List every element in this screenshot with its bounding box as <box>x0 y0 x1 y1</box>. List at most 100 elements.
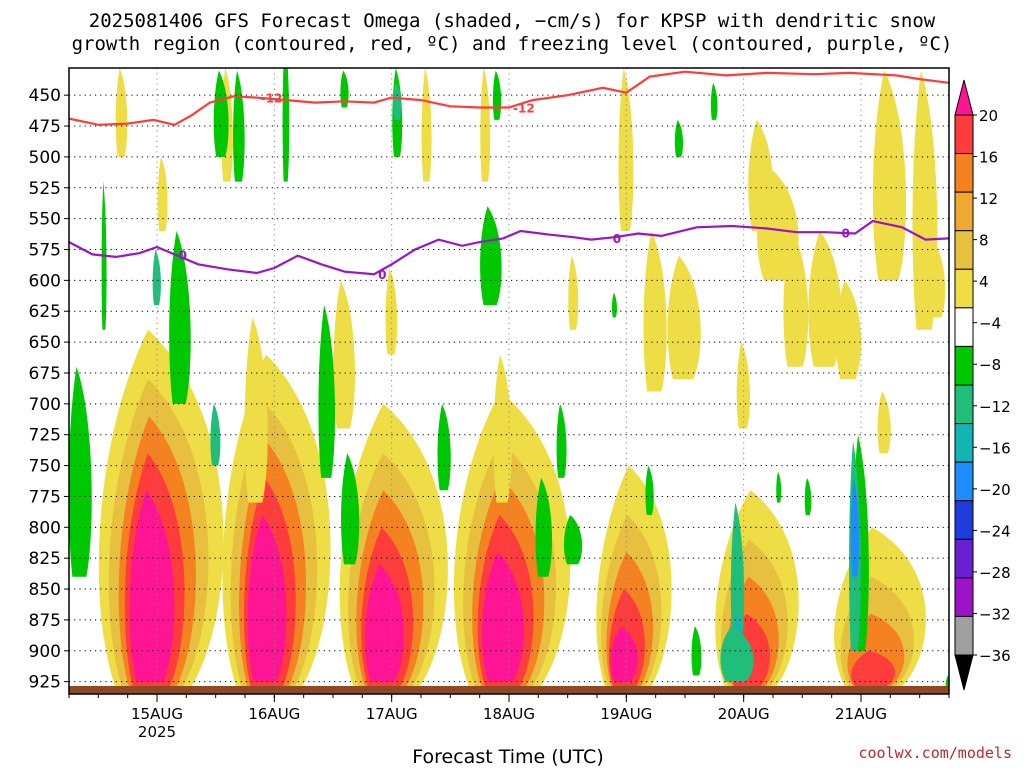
yellow-streak-16 <box>836 280 862 380</box>
freezing-level-contour <box>69 219 949 276</box>
y-tick-label-600: 600 <box>29 271 61 291</box>
y-tick-label-775: 775 <box>29 487 61 507</box>
colorbar-label--24: −24 <box>979 522 1011 540</box>
chart-title-line-2: growth region (contoured, red, ºC) and f… <box>71 33 953 55</box>
y-tick-label-875: 875 <box>29 611 61 631</box>
green-streak-10 <box>437 403 451 491</box>
green-streak-3 <box>213 70 229 157</box>
colorbar-bottom-arrow <box>954 654 974 691</box>
y-tick-label-475: 475 <box>29 117 61 137</box>
colorbar-label--4: −4 <box>979 315 1001 333</box>
colorbar-bin-7 <box>954 384 974 425</box>
contour-label-3: 0 <box>842 227 850 241</box>
colorbar-label-12: 12 <box>979 190 998 208</box>
y-tick-label-575: 575 <box>29 241 61 261</box>
y-tick-label-525: 525 <box>29 179 61 199</box>
yellow-streak-2 <box>244 317 268 503</box>
green-streak-0 <box>69 366 92 577</box>
y-tick-label-700: 700 <box>29 395 61 415</box>
yellow-streak-17 <box>872 70 907 281</box>
green-streak-2 <box>169 230 191 404</box>
omega-shading <box>69 68 949 694</box>
y-tick-label-900: 900 <box>29 642 61 662</box>
yellow-streak-7 <box>493 354 512 503</box>
plume-magenta-1 <box>247 514 287 682</box>
plume-red-6 <box>851 650 896 688</box>
yellow-streak-6 <box>480 68 491 182</box>
colorbar-bin-4 <box>954 268 974 309</box>
yellow-streak-8 <box>568 255 579 330</box>
green-streak-5 <box>282 68 290 182</box>
colorbar-bin-10 <box>954 500 974 540</box>
yellow-streak-1 <box>157 156 168 231</box>
green-streak-8 <box>340 70 349 108</box>
x-tick-label-16AUG: 16AUG <box>248 705 300 723</box>
colorbar-label--32: −32 <box>979 605 1011 623</box>
plume-magenta-2 <box>364 564 404 682</box>
colorbar-label-16: 16 <box>979 149 998 167</box>
teal-base-20aug <box>720 626 754 682</box>
y-tick-label-550: 550 <box>29 210 61 230</box>
x-tick-sublabel-year: 2025 <box>138 723 176 741</box>
colorbar-bin-11 <box>954 538 974 579</box>
y-tick-label-675: 675 <box>29 364 61 384</box>
green-streak-13 <box>535 477 553 577</box>
green-streak-20 <box>776 471 782 503</box>
y-tick-label-725: 725 <box>29 426 61 446</box>
y-tick-label-800: 800 <box>29 518 61 538</box>
colorbar-label--28: −28 <box>979 564 1011 582</box>
colorbar-bin-0 <box>954 114 974 155</box>
contour-label-0: -12 <box>261 92 283 106</box>
x-tick-label-18AUG: 18AUG <box>483 705 535 723</box>
y-axis: 450 475 500 525 550 575 600 625 650 675 700 725 750 7… <box>29 86 69 693</box>
colorbar-label--36: −36 <box>979 647 1011 665</box>
green-streak-7 <box>341 453 360 565</box>
colorbar-bin-5 <box>954 307 974 347</box>
site-credit: coolwx.com/models <box>858 744 1012 762</box>
yellow-streak-9 <box>618 68 634 231</box>
colorbar-label--16: −16 <box>979 439 1011 457</box>
colorbar-bin-13 <box>954 615 974 656</box>
yellow-streak-15 <box>808 230 842 367</box>
contour-label-1: -12 <box>513 102 535 116</box>
ground-surface <box>69 686 949 694</box>
y-tick-label-925: 925 <box>29 673 61 693</box>
teal-core-1 <box>152 249 161 306</box>
colorbar-label--12: −12 <box>979 398 1011 416</box>
teal-core-4 <box>730 502 745 651</box>
colorbar-label-4: 4 <box>979 273 989 291</box>
y-tick-label-500: 500 <box>29 148 61 168</box>
yellow-streak-19 <box>928 243 946 318</box>
colorbar-label-8: 8 <box>979 232 989 250</box>
green-streak-6 <box>318 305 336 478</box>
green-streak-18 <box>674 119 684 157</box>
colorbar-label--8: −8 <box>979 356 1001 374</box>
colorbar-label-20: 20 <box>979 107 998 125</box>
colorbar-bin-1 <box>954 153 974 193</box>
x-tick-label-21AUG: 21AUG <box>835 705 887 723</box>
x-tick-label-15AUG: 15AUG <box>131 705 183 723</box>
green-streak-23 <box>691 626 702 676</box>
y-tick-label-650: 650 <box>29 333 61 353</box>
yellow-streak-10 <box>643 230 667 392</box>
yellow-streak-4 <box>385 268 398 355</box>
yellow-streak-11 <box>667 255 701 380</box>
yellow-streak-22 <box>877 391 891 454</box>
green-streak-4 <box>233 70 245 182</box>
yellow-streak-0 <box>115 68 128 157</box>
chart-title-line-1: 2025081406 GFS Forecast Omega (shaded, −… <box>88 10 936 32</box>
colorbar-bin-8 <box>954 423 974 463</box>
x-axis-label: Forecast Time (UTC) <box>412 746 604 768</box>
green-streak-19 <box>710 82 718 120</box>
green-streak-14 <box>556 403 567 478</box>
yellow-streak-14 <box>783 230 809 367</box>
dendritic-snow-growth-region-contour <box>69 70 949 126</box>
teal-core-3 <box>393 82 402 120</box>
colorbar-bin-3 <box>954 230 974 270</box>
colorbar-bin-2 <box>954 191 974 232</box>
y-tick-label-625: 625 <box>29 302 61 322</box>
plume-magenta-4 <box>610 626 638 682</box>
colorbar-bin-6 <box>954 345 974 386</box>
colorbar-bin-12 <box>954 577 974 617</box>
